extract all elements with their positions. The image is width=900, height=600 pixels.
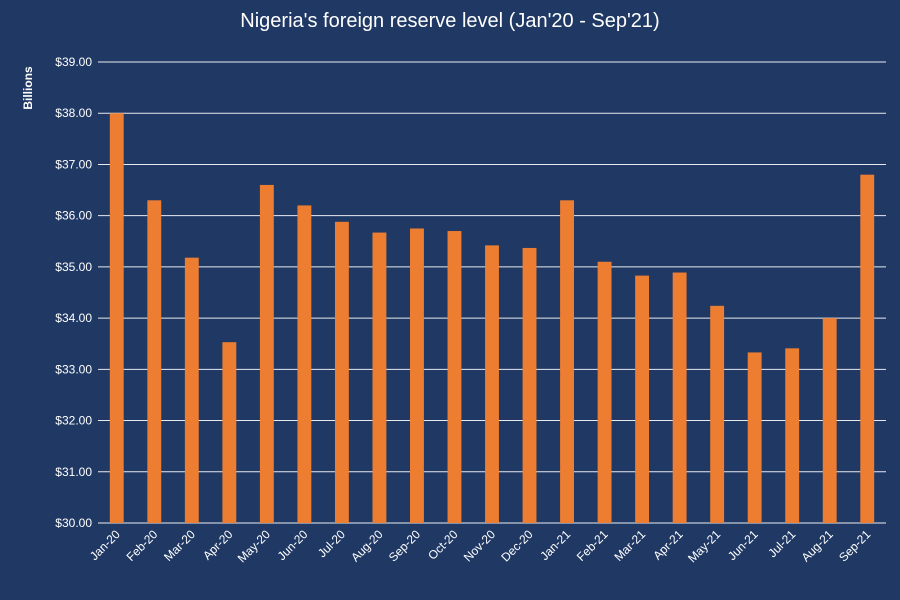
- bar-feb-20: [147, 200, 162, 524]
- x-tick-label: Apr-21: [650, 527, 686, 563]
- x-tick-label: Feb-21: [574, 527, 611, 564]
- y-tick-label: $33.00: [55, 362, 92, 376]
- y-tick-label: $31.00: [55, 465, 92, 479]
- bar-jul-21: [785, 348, 800, 523]
- bar-jan-20: [109, 113, 124, 523]
- bar-jan-21: [560, 200, 574, 524]
- bar-aug-20: [372, 232, 387, 523]
- x-tick-label: Jun-21: [725, 527, 761, 563]
- chart-title: Nigeria's foreign reserve level (Jan'20 …: [240, 10, 660, 32]
- y-tick-label: $38.00: [55, 106, 92, 120]
- bar-aug-21: [822, 318, 837, 523]
- y-tick-label: $36.00: [55, 209, 92, 223]
- bar-jun-20: [297, 205, 312, 523]
- x-tick-label: Oct-20: [425, 527, 461, 563]
- bar-sep-20: [410, 228, 424, 523]
- bar-may-21: [710, 305, 725, 523]
- y-axis-label: Billions: [21, 66, 35, 110]
- y-tick-label: $30.00: [55, 516, 92, 530]
- y-tick-label: $34.00: [55, 311, 92, 325]
- bar-feb-21: [597, 261, 612, 523]
- y-tick-label: $35.00: [55, 260, 92, 274]
- x-tick-label: Nov-20: [461, 527, 498, 564]
- x-tick-label: Jan-21: [537, 527, 573, 563]
- y-tick-label: $37.00: [55, 157, 92, 171]
- x-tick-label: May-21: [685, 527, 723, 565]
- x-tick-label: Jul-21: [765, 527, 798, 560]
- x-tick-label: Jul-20: [315, 527, 348, 560]
- x-tick-label: Aug-21: [799, 527, 836, 564]
- bar-nov-20: [485, 245, 499, 523]
- y-tick-label: $39.00: [55, 55, 92, 69]
- bar-mar-21: [635, 275, 650, 523]
- y-tick-labels: $30.00 $31.00 $32.00 $33.00 $34.00 $35.00 $36.…: [55, 55, 92, 530]
- x-tick-label: Sep-21: [836, 527, 873, 564]
- bar-mar-20: [184, 257, 199, 523]
- bars: [109, 113, 875, 524]
- bar-jun-21: [747, 352, 762, 523]
- x-tick-labels: Jan-20 Feb-20 Mar-20 Apr-20 May-20 Jun-20 Jul-…: [87, 527, 874, 565]
- bar-sep-21: [860, 174, 875, 523]
- bar-oct-20: [447, 231, 462, 524]
- bar-apr-21: [672, 272, 687, 523]
- x-tick-label: Dec-20: [498, 527, 535, 564]
- x-tick-label: Apr-20: [200, 527, 236, 563]
- x-tick-label: Jun-20: [275, 527, 311, 563]
- bar-jul-20: [334, 221, 349, 523]
- bar-may-20: [259, 184, 274, 523]
- x-tick-label: Feb-20: [124, 527, 161, 564]
- x-tick-label: Mar-21: [611, 527, 648, 564]
- bar-dec-20: [522, 247, 537, 524]
- x-tick-label: Sep-20: [386, 527, 423, 564]
- x-tick-label: Mar-20: [161, 527, 198, 564]
- x-tick-label: May-20: [235, 527, 273, 565]
- x-tick-label: Aug-20: [348, 527, 385, 564]
- bar-apr-20: [222, 342, 237, 523]
- y-tick-label: $32.00: [55, 414, 92, 428]
- x-tick-label: Jan-20: [87, 527, 123, 563]
